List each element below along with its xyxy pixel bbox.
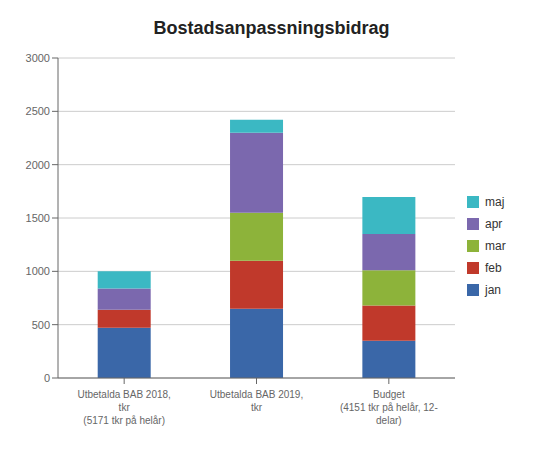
html-text:apr: apr xyxy=(485,216,503,231)
svg-text:2500: 2500 xyxy=(26,105,50,117)
html-text:jan: jan xyxy=(485,282,501,297)
svg-text:500: 500 xyxy=(32,319,50,331)
svg-text:2000: 2000 xyxy=(26,159,50,171)
svg-text:1500: 1500 xyxy=(26,212,50,224)
html-text:mar: mar xyxy=(485,238,506,253)
html-text:maj: maj xyxy=(485,194,505,209)
html-text:Bostadsanpassningsbidrag: Bostadsanpassningsbidrag xyxy=(153,18,390,38)
svg-text:Budget(4151 tkr på helår, 12-d: Budget(4151 tkr på helår, 12-delar) xyxy=(340,389,438,426)
svg-text:Utbetalda BAB 2018,tkr(5171 tk: Utbetalda BAB 2018,tkr(5171 tkr på helår… xyxy=(77,389,170,426)
svg-text:Utbetalda BAB 2019,tkr: Utbetalda BAB 2019,tkr xyxy=(210,389,303,413)
svg-text:1000: 1000 xyxy=(26,265,50,277)
html-text:feb: feb xyxy=(485,260,502,275)
svg-text:0: 0 xyxy=(44,372,50,384)
svg-text:3000: 3000 xyxy=(26,52,50,64)
